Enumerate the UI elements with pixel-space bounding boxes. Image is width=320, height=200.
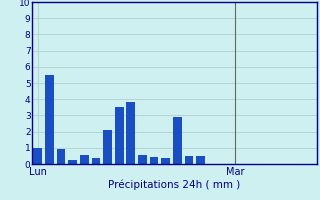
Bar: [34, 148, 42, 164]
Bar: [103, 130, 112, 164]
Bar: [150, 157, 158, 164]
Bar: [57, 149, 65, 164]
Bar: [68, 160, 77, 164]
Bar: [173, 117, 182, 164]
Bar: [115, 107, 124, 164]
Bar: [80, 155, 89, 164]
X-axis label: Précipitations 24h ( mm ): Précipitations 24h ( mm ): [108, 180, 241, 190]
Bar: [161, 158, 170, 164]
Bar: [185, 156, 193, 164]
Bar: [126, 102, 135, 164]
Bar: [45, 75, 54, 164]
Bar: [138, 155, 147, 164]
Bar: [196, 156, 205, 164]
Bar: [92, 158, 100, 164]
